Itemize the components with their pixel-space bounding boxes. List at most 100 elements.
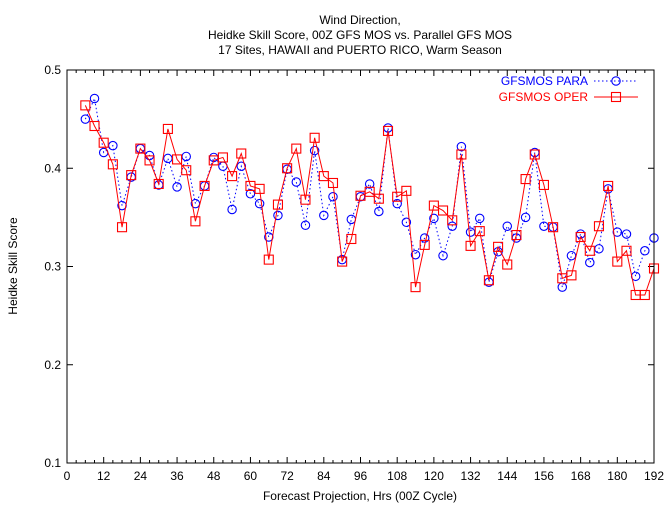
data-point [199, 180, 210, 191]
data-point [364, 179, 375, 189]
series-gfsmos-oper [80, 100, 660, 301]
data-point [107, 159, 118, 170]
data-point [456, 149, 467, 160]
x-tick-label: 48 [207, 469, 221, 483]
chart-title: Wind Direction, Heidke Skill Score, 00Z … [208, 13, 512, 57]
x-tick-label: 168 [571, 469, 591, 483]
legend-label-para: GFSMOS PARA [501, 74, 588, 88]
x-tick-label: 24 [134, 469, 148, 483]
data-point [566, 250, 577, 261]
data-point [319, 210, 329, 221]
data-point [520, 212, 531, 223]
data-point [89, 120, 100, 132]
data-point [456, 141, 467, 152]
data-point [548, 222, 559, 233]
data-point [254, 198, 265, 209]
data-point [585, 257, 595, 268]
data-point [401, 217, 412, 228]
data-point [474, 213, 485, 224]
data-point [374, 206, 384, 217]
y-tick-label: 0.1 [44, 456, 61, 470]
x-tick-label: 108 [387, 469, 407, 483]
y-axis-label: Heidke Skill Score [6, 217, 20, 315]
data-point [419, 239, 430, 250]
data-point [373, 193, 384, 204]
x-tick-label: 96 [354, 469, 368, 483]
data-point [502, 221, 512, 231]
data-point [328, 191, 338, 202]
data-point [116, 222, 128, 233]
x-tick-label: 36 [170, 469, 184, 483]
data-point [429, 213, 439, 224]
data-point [300, 194, 311, 205]
data-point [529, 149, 540, 160]
data-point [217, 152, 228, 163]
series-gfsmos-para [80, 93, 659, 292]
title-line-2: Heidke Skill Score, 00Z GFS MOS vs. Para… [208, 28, 512, 42]
data-point [236, 148, 247, 159]
data-point [557, 282, 568, 292]
legend: GFSMOS PARA GFSMOS OPER [499, 74, 638, 104]
series-line [84, 105, 655, 296]
data-point [493, 241, 504, 252]
data-point [98, 137, 109, 148]
data-point [438, 250, 448, 261]
title-line-3: 17 Sites, HAWAII and PUERTO RICO, Warm S… [218, 43, 502, 57]
data-point [575, 231, 586, 243]
legend-marker [611, 76, 621, 86]
x-tick-label: 12 [97, 469, 111, 483]
data-point [465, 227, 476, 237]
data-point [263, 254, 274, 265]
data-point [318, 171, 329, 182]
x-tick-label: 120 [424, 469, 444, 483]
data-point [89, 93, 100, 104]
y-tick-label: 0.2 [44, 358, 61, 372]
data-point [236, 161, 247, 172]
data-point [291, 143, 302, 154]
data-point [474, 226, 485, 237]
data-point [309, 132, 320, 143]
data-point [181, 165, 192, 176]
data-point [520, 174, 531, 185]
legend-samples [594, 76, 638, 103]
data-point [327, 177, 339, 189]
data-point [538, 179, 549, 191]
data-point [272, 199, 284, 210]
data-point [382, 125, 394, 136]
data-point [640, 246, 650, 256]
data-point [401, 185, 412, 196]
data-point [621, 245, 632, 256]
data-point [190, 216, 201, 227]
data-point [172, 182, 182, 192]
x-tick-label: 72 [280, 469, 294, 483]
data-point [309, 145, 320, 156]
data-point [603, 180, 614, 191]
x-tick-label: 132 [461, 469, 481, 483]
data-point [80, 100, 91, 111]
data-point [447, 221, 457, 231]
data-point [612, 227, 623, 237]
data-point [621, 229, 632, 239]
data-point [392, 198, 402, 209]
data-point [273, 210, 283, 221]
data-point [346, 233, 357, 245]
data-point [511, 230, 522, 241]
data-point [364, 186, 375, 197]
data-point [612, 256, 623, 267]
x-tick-label: 180 [607, 469, 627, 483]
data-point [126, 170, 137, 181]
data-point [584, 245, 595, 256]
data-point [410, 282, 421, 293]
data-point [502, 259, 513, 270]
data-point [300, 220, 311, 230]
title-line-1: Wind Direction, [319, 13, 400, 27]
data-point [172, 154, 183, 165]
y-tick-label: 0.4 [44, 161, 61, 175]
data-point [346, 214, 357, 225]
data-point [135, 143, 146, 154]
data-point [483, 275, 494, 286]
series-line [84, 96, 655, 288]
x-tick-label: 84 [317, 469, 331, 483]
data-point [566, 270, 577, 281]
x-tick-label: 156 [534, 469, 554, 483]
